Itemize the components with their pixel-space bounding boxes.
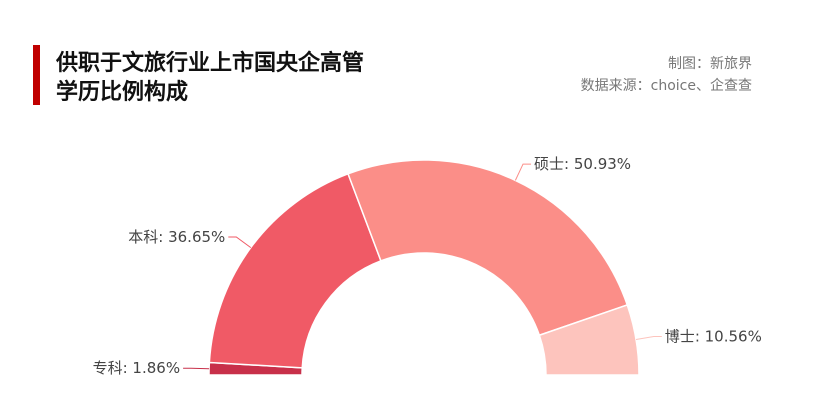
leader-line (635, 336, 662, 340)
data-label: 本科: 36.65% (128, 227, 225, 245)
data-label: 博士: 10.56% (665, 327, 762, 345)
label-value: : 1.86% (123, 359, 180, 377)
credit: 制图：新旅界 (668, 56, 752, 72)
donut-slice (538, 304, 640, 376)
donut-slice (347, 159, 629, 337)
leader-line (183, 367, 210, 370)
label-category: 本科 (128, 227, 158, 245)
label-value: : 50.93% (564, 155, 631, 173)
chart-title: 学历比例构成 (56, 79, 188, 105)
label-category: 博士 (665, 327, 695, 345)
label-category: 专科 (93, 359, 123, 377)
leader-line (228, 236, 252, 249)
title-accent (33, 45, 40, 105)
label-category: 硕士 (534, 155, 564, 173)
data-label: 专科: 1.86% (93, 359, 181, 377)
credit: 数据来源：choice、企查查 (581, 77, 752, 94)
leader-line (514, 163, 532, 181)
donut-slice (208, 172, 382, 369)
label-value: : 36.65% (158, 227, 225, 245)
label-value: : 10.56% (695, 327, 762, 345)
chart-title: 供职于文旅行业上市国央企高管 (55, 50, 364, 76)
data-label: 硕士: 50.93% (534, 155, 631, 173)
